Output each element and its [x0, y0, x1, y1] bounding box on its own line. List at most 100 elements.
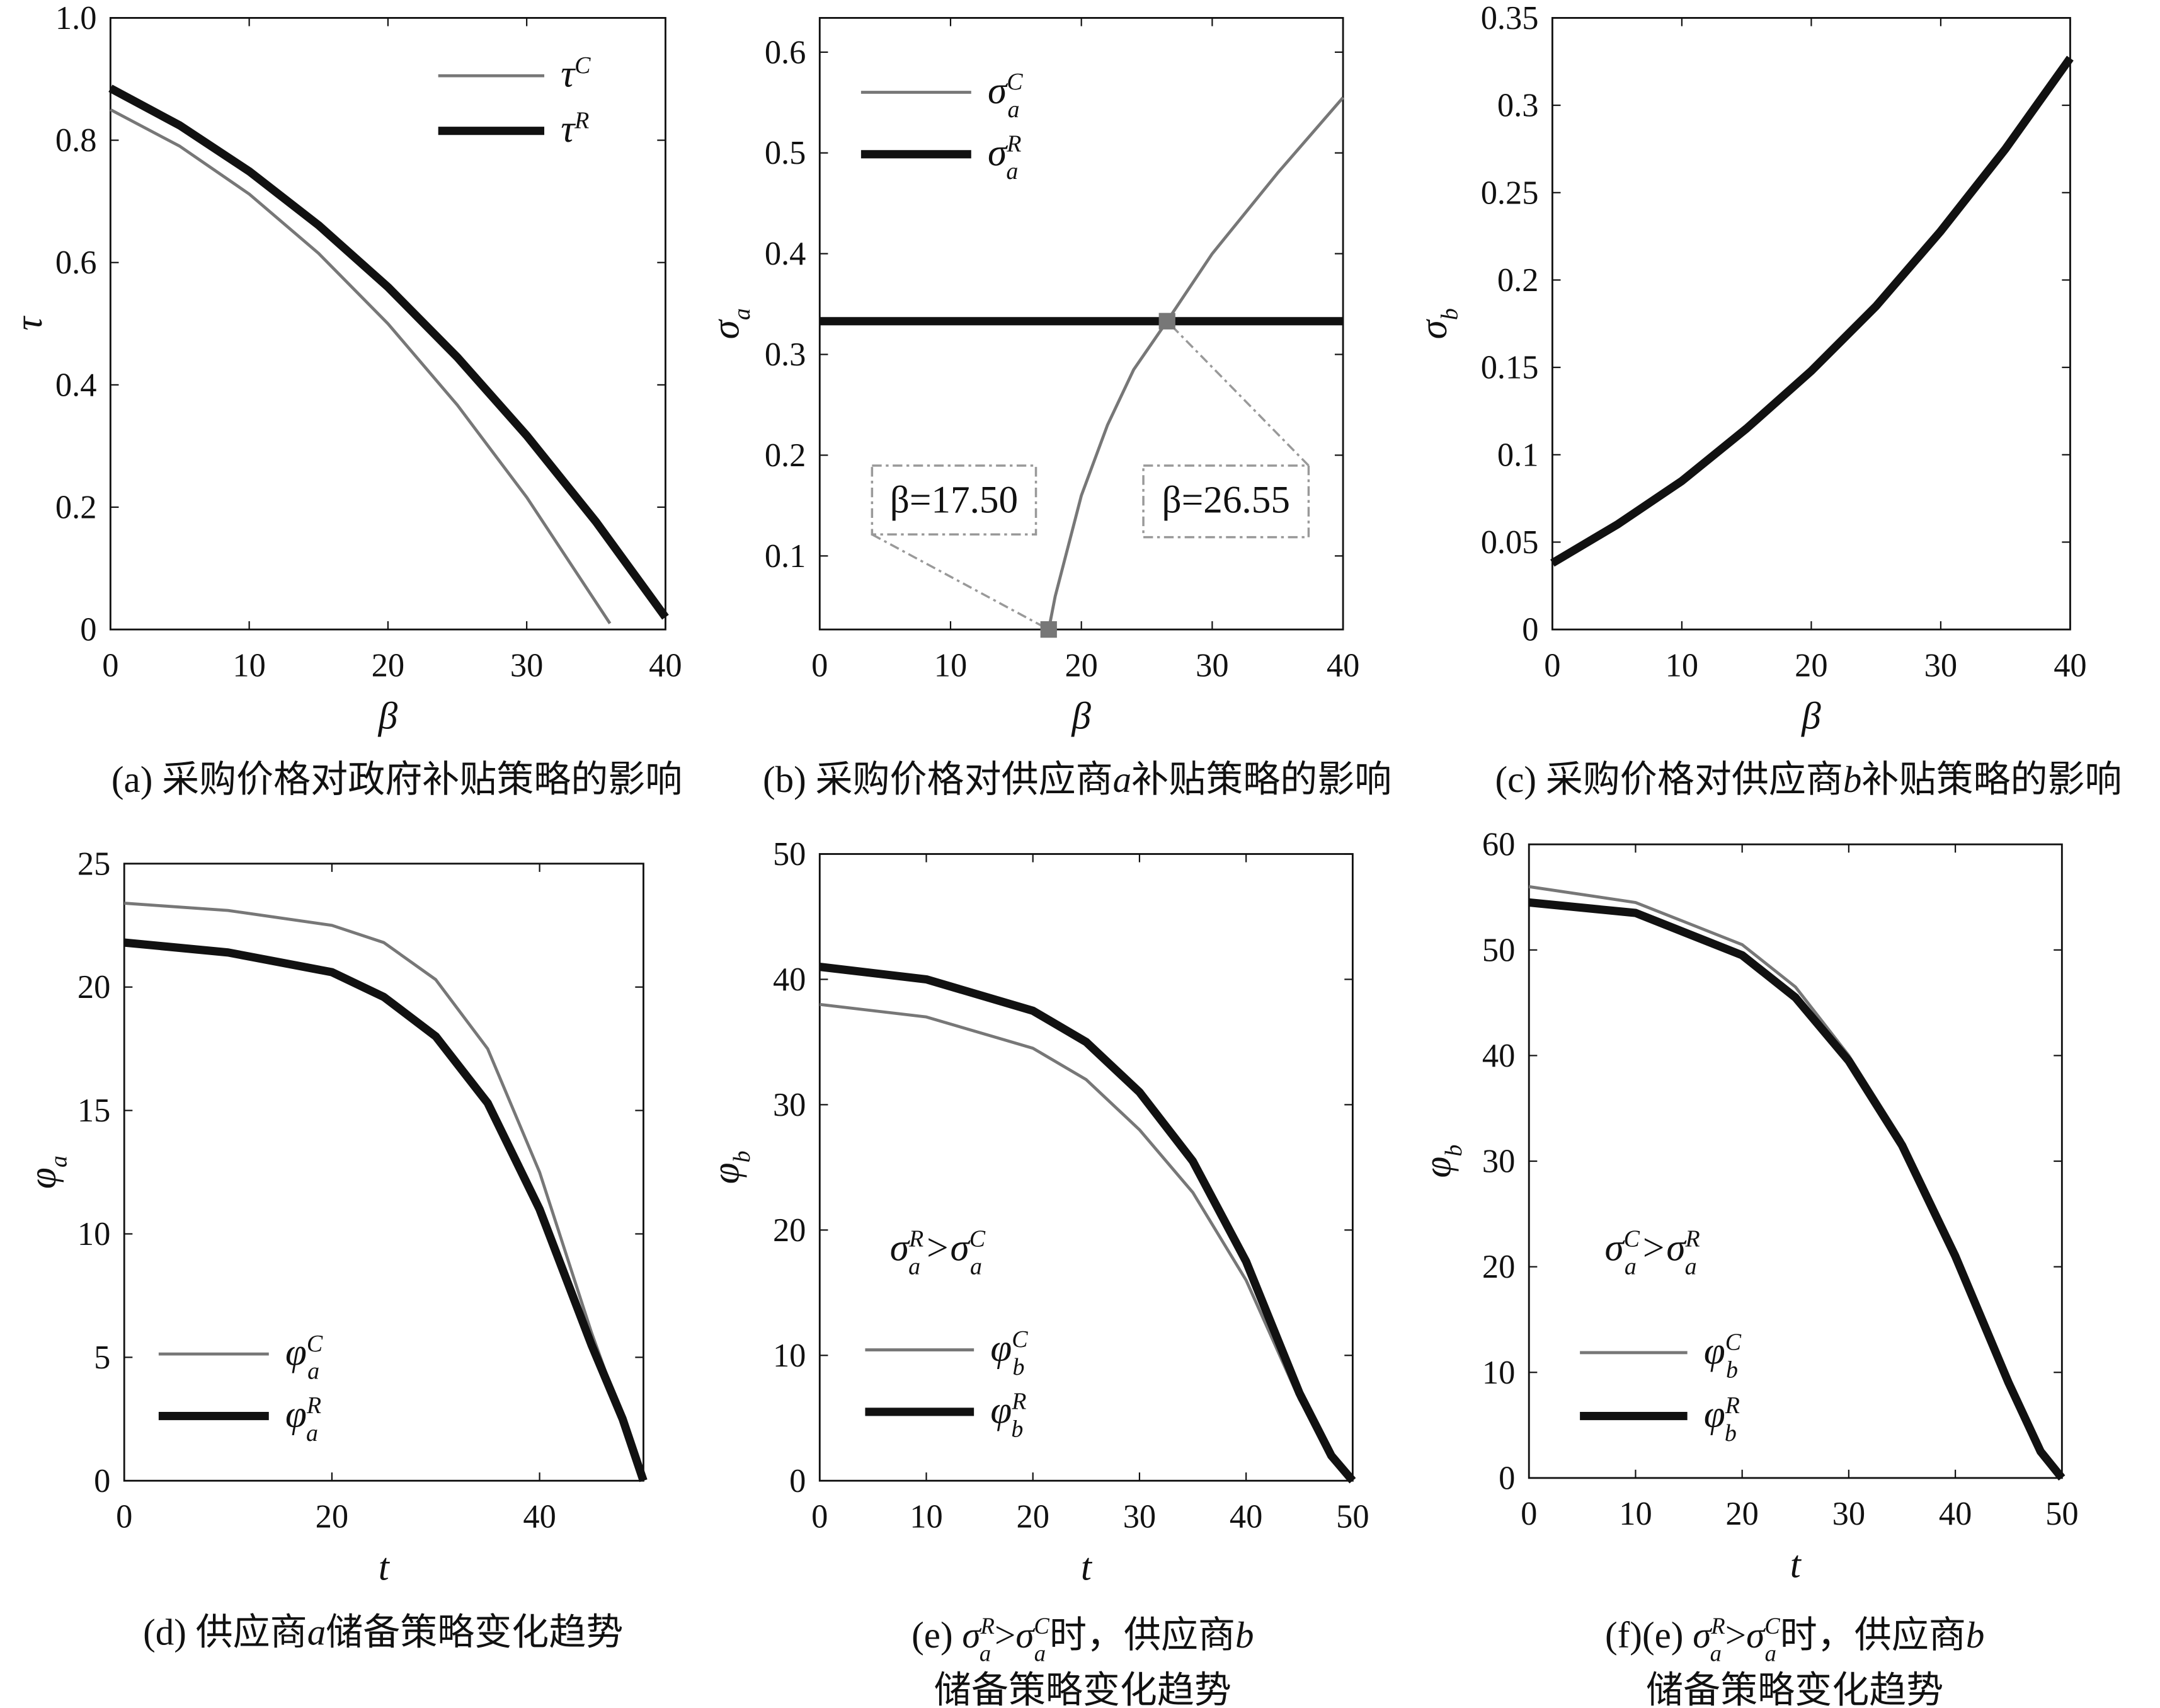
math-symbol: φ	[1704, 1329, 1725, 1372]
math-symbol: φ	[285, 1393, 307, 1436]
y-tick-label: 50	[1482, 932, 1515, 968]
legend-label: φC a	[285, 1331, 323, 1385]
x-tick-label: 40	[649, 647, 682, 684]
subscript: a	[1685, 1253, 1697, 1280]
subscript: b	[1441, 1145, 1467, 1157]
subscript: a	[1710, 1641, 1722, 1666]
caption: 储备策略变化趋势	[934, 1669, 1231, 1708]
legend-label: φC b	[1704, 1329, 1742, 1384]
text-run: 时，供应商	[1049, 1614, 1235, 1656]
y-tick-label: 50	[773, 836, 806, 873]
y-axis-label: τ	[8, 316, 50, 331]
y-tick-label: 0.3	[1497, 88, 1539, 124]
text-run: 补贴策略的影响	[1131, 759, 1391, 800]
series-line-thick	[123, 938, 648, 1482]
math-symbol: φ	[990, 1389, 1012, 1431]
y-tick-label: 20	[1482, 1249, 1515, 1285]
annotation-label: β=26.55	[1162, 478, 1290, 521]
subscript: b	[1726, 1356, 1738, 1383]
y-tick-label: 0.15	[1481, 350, 1539, 386]
caption: (f)(e) σR a >σC a 时，供应商b	[1605, 1613, 1984, 1666]
x-tick-label: 10	[1619, 1496, 1652, 1532]
x-tick-label: 20	[1016, 1499, 1049, 1535]
text-run: 补贴策略的影响	[1861, 759, 2122, 800]
y-tick-label: 15	[77, 1092, 110, 1129]
math-symbol: σ	[890, 1226, 911, 1269]
superscript: C	[574, 52, 591, 79]
math-symbol: σ	[962, 1614, 981, 1656]
subscript: a	[306, 1420, 318, 1447]
x-tick-label: 0	[1521, 1496, 1537, 1532]
math-symbol: t	[1790, 1543, 1802, 1586]
math-symbol: τ	[561, 53, 576, 96]
math-symbol: φ	[1417, 1157, 1460, 1178]
y-tick-label: 0	[1522, 612, 1538, 648]
superscript: C	[1764, 1613, 1780, 1639]
x-axis-label: t	[1081, 1546, 1093, 1589]
y-tick-label: 0	[94, 1463, 110, 1499]
data-point-marker	[1158, 312, 1175, 330]
subscript: a	[970, 1253, 982, 1280]
superscript: R	[574, 107, 589, 134]
x-axis-label: t	[1790, 1543, 1802, 1586]
x-tick-label: 30	[1196, 647, 1228, 684]
math-symbol: σ	[1015, 1614, 1035, 1656]
text-run: >	[1640, 1226, 1666, 1269]
math-symbol: σ	[1693, 1614, 1712, 1656]
legend-label: φR a	[285, 1392, 321, 1447]
y-axis-label: φb	[1417, 1145, 1467, 1178]
legend-label: φR b	[1704, 1392, 1740, 1447]
caption: 储备策略变化趋势	[1646, 1669, 1943, 1708]
text-run: (f)(e)	[1605, 1614, 1693, 1656]
x-tick-label: 10	[910, 1499, 942, 1535]
legend-label: σR a	[988, 130, 1021, 185]
annotation-label: σR a >σC a	[890, 1226, 986, 1280]
subscript: a	[45, 1155, 72, 1167]
x-axis-label: β	[378, 695, 398, 738]
plot-frame	[818, 853, 1354, 1482]
math-symbol: σ	[1746, 1614, 1766, 1656]
y-tick-label: 10	[773, 1338, 806, 1374]
text-run: (e)	[911, 1614, 962, 1656]
y-tick-label: 0.4	[55, 367, 97, 403]
y-tick-label: 30	[1482, 1143, 1515, 1180]
text-run: (c) 采购价格对供应商	[1495, 759, 1843, 800]
x-tick-label: 50	[2045, 1496, 2078, 1532]
superscript: C	[969, 1226, 986, 1252]
math-symbol: φ	[704, 1162, 747, 1184]
caption: (c) 采购价格对供应商b补贴策略的影响	[1495, 759, 2122, 800]
y-tick-label: 30	[773, 1087, 806, 1123]
y-tick-label: 20	[773, 1212, 806, 1249]
x-tick-label: 40	[1230, 1499, 1262, 1535]
y-tick-label: 0.35	[1481, 0, 1539, 37]
y-axis-label: σb	[1412, 308, 1463, 339]
text-run: >	[1725, 1614, 1746, 1656]
plot-frame	[1551, 17, 2071, 631]
math-symbol: σ	[1604, 1226, 1625, 1269]
math-var: b	[1235, 1614, 1254, 1656]
subscript: a	[980, 1641, 991, 1666]
data-point-marker	[1040, 621, 1057, 638]
subscript: a	[307, 1358, 319, 1384]
series-line-thin	[1047, 96, 1344, 630]
math-symbol: φ	[21, 1167, 64, 1189]
series-line-thick	[1550, 55, 2074, 567]
x-tick-label: 10	[232, 647, 265, 684]
math-symbol: β	[1801, 695, 1821, 738]
annotation-box	[871, 464, 1037, 536]
y-tick-label: 1.0	[55, 0, 97, 37]
y-tick-label: 40	[773, 961, 806, 998]
subscript: b	[1437, 308, 1463, 320]
annotation-box	[1142, 464, 1310, 539]
text-run: (a) 采购价格对政府补贴策略的影响	[111, 759, 682, 800]
x-tick-label: 20	[1725, 1496, 1758, 1532]
annotation-leader	[1166, 320, 1310, 467]
legend-label: τR	[561, 107, 589, 151]
series-line-thin	[124, 902, 645, 1482]
x-tick-label: 20	[316, 1499, 348, 1535]
y-tick-label: 0.2	[1497, 262, 1539, 299]
math-symbol: φ	[285, 1331, 307, 1374]
y-axis-label: σa	[704, 308, 755, 339]
